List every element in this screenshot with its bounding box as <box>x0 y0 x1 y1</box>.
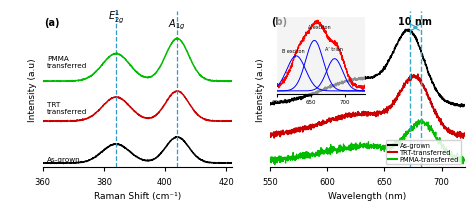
X-axis label: Raman Shift (cm⁻¹): Raman Shift (cm⁻¹) <box>94 191 181 200</box>
Text: 10 nm: 10 nm <box>399 17 432 27</box>
Text: $A_{1g}$: $A_{1g}$ <box>168 18 186 32</box>
Y-axis label: Intensity (a.u): Intensity (a.u) <box>28 58 37 122</box>
Text: $E^1_{2g}$: $E^1_{2g}$ <box>108 8 124 25</box>
Text: (a): (a) <box>44 18 60 28</box>
Legend: As-grown, TRT-transferred, PMMA-transferred: As-grown, TRT-transferred, PMMA-transfer… <box>386 140 461 164</box>
Y-axis label: Intensity (a.u): Intensity (a.u) <box>255 58 264 122</box>
Text: B exciton: B exciton <box>282 49 305 54</box>
Text: (b): (b) <box>271 17 287 27</box>
Text: Aʹ trion: Aʹ trion <box>325 47 342 52</box>
Text: PMMA
transferred: PMMA transferred <box>47 56 88 69</box>
X-axis label: Wavelength (nm): Wavelength (nm) <box>328 191 407 200</box>
Text: TRT
transferred: TRT transferred <box>47 101 88 115</box>
Text: A exciton: A exciton <box>308 25 330 30</box>
Text: As-grown: As-grown <box>47 156 81 162</box>
